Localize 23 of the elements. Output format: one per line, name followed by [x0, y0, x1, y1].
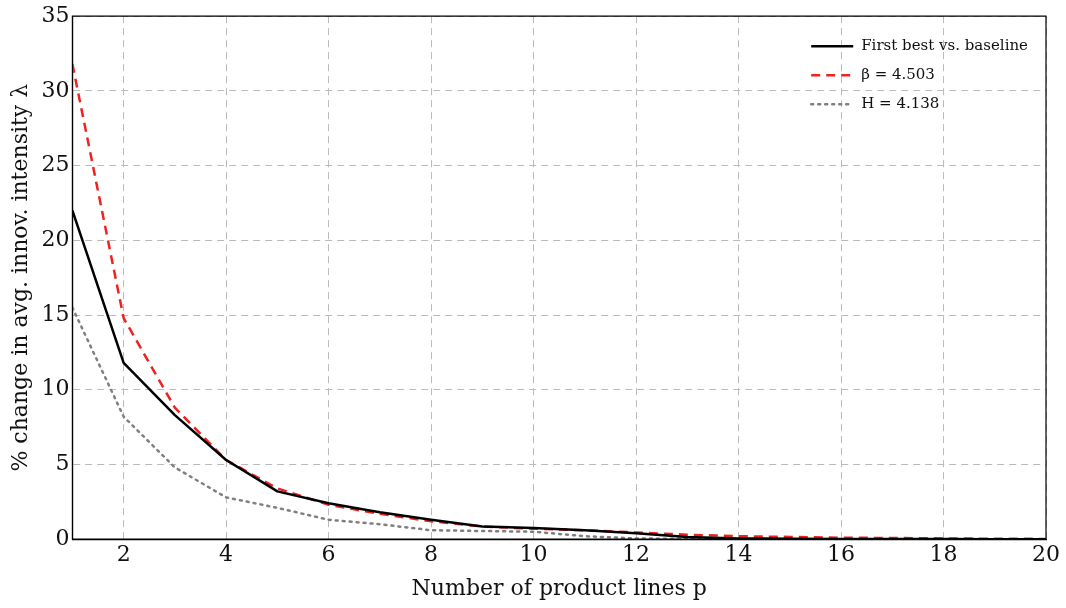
legend-label: β = 4.503 [861, 65, 935, 84]
x-tick-label: 2 [116, 541, 131, 567]
x-tick-label: 20 [1032, 541, 1060, 567]
x-tick-label: 8 [424, 541, 439, 567]
y-tick-label: 5 [55, 450, 70, 476]
y-axis-title: % change in avg. innov. intensity λ [6, 83, 32, 472]
x-tick-label: 10 [519, 541, 548, 567]
legend-label: First best vs. baseline [861, 36, 1029, 55]
y-tick-label: 30 [41, 76, 70, 102]
x-tick-label: 6 [321, 541, 336, 567]
y-tick-label: 35 [41, 1, 70, 27]
y-tick-label: 0 [55, 524, 70, 550]
y-tick-label: 15 [41, 300, 70, 326]
y-tick-label: 10 [41, 375, 70, 401]
x-tick-label: 4 [219, 541, 234, 567]
x-tick-label: 14 [724, 541, 753, 567]
y-tick-label: 25 [41, 151, 70, 177]
x-tick-label: 18 [929, 541, 958, 567]
x-tick-label: 12 [622, 541, 651, 567]
y-tick-label: 20 [41, 226, 70, 252]
legend-label: H = 4.138 [861, 94, 940, 113]
x-axis-title: Number of product lines p [411, 574, 707, 600]
x-tick-label: 16 [827, 541, 856, 567]
